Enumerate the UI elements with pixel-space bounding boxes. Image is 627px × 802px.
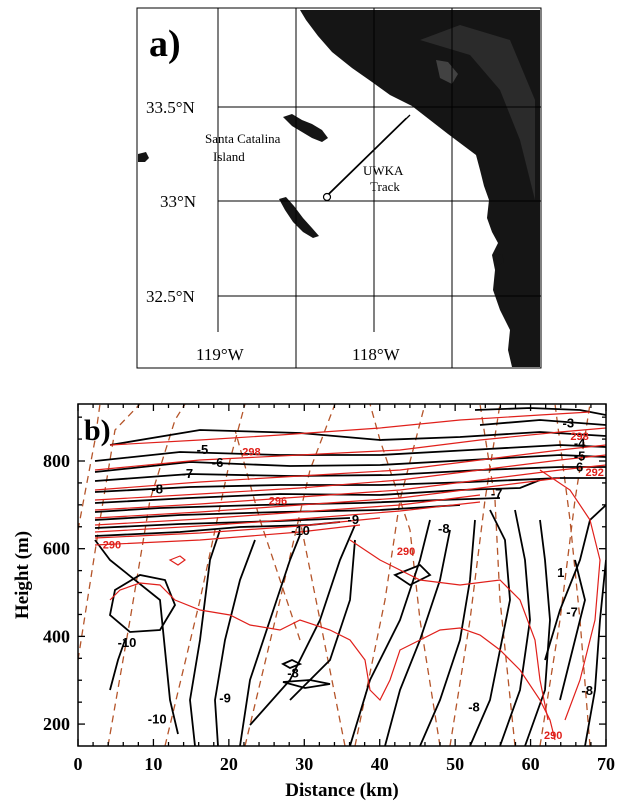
x-tick-label: 10	[144, 754, 162, 774]
black-contour-label: -10	[118, 635, 137, 650]
black-contour-labels: -3-4-56-5-6-7-8 -7-9-10 -81-7-10-8-9-8-8-1…	[118, 416, 593, 727]
black-contour-label: -10	[148, 712, 167, 727]
track-label-line1: UWKA	[363, 163, 404, 178]
red-contour-label: 298	[570, 431, 588, 443]
x-tick-label: 30	[295, 754, 313, 774]
potential-temperature-contours	[94, 411, 606, 741]
y-tick-label: 800	[43, 451, 70, 471]
temperature-contours	[94, 407, 606, 746]
black-contour-label: -7	[491, 486, 503, 501]
lat-label-32-5: 32.5°N	[146, 287, 195, 306]
track-label-line2: Track	[370, 179, 400, 194]
black-contour-label: 1	[557, 565, 564, 580]
santa-catalina-island	[283, 114, 328, 142]
red-contour-label: 290	[544, 730, 562, 742]
lon-label-118: 118°W	[352, 345, 401, 364]
red-contour-labels: 298 298 292 296 290 290 290	[103, 431, 604, 742]
island-label-line2: Island	[213, 149, 245, 164]
red-contour-label: 290	[397, 546, 415, 558]
red-contour-label: 292	[586, 467, 604, 479]
island-label-line1: Santa Catalina	[205, 131, 281, 146]
panel-a-map: a) 33.5°N 33°N 32.5°N 119°W 118°W Santa …	[136, 7, 542, 369]
uwka-track-line-2	[327, 117, 407, 195]
red-contour-label: 290	[103, 539, 121, 551]
black-contour-label: -6	[212, 455, 224, 470]
lon-label-119: 119°W	[196, 345, 245, 364]
black-contour-label: -7	[566, 604, 578, 619]
black-contour-label: -8	[151, 482, 163, 497]
red-contour-label: 298	[242, 446, 260, 458]
west-island	[138, 152, 149, 162]
panel-b-label: b)	[84, 414, 111, 447]
uwka-track-start-marker	[322, 192, 332, 202]
y-tick-label: 200	[43, 714, 70, 734]
x-tick-label: 70	[597, 754, 615, 774]
san-clemente-island	[279, 197, 319, 238]
black-contour-label: -8	[438, 521, 450, 536]
black-contour-label: -3	[563, 416, 575, 431]
lat-label-33: 33°N	[160, 192, 196, 211]
inland-terrain	[420, 25, 535, 200]
black-contour-label: -9	[348, 512, 360, 527]
black-contour-label: -10	[291, 523, 310, 538]
black-contour-label: -8	[468, 699, 480, 714]
land-mass	[300, 10, 540, 367]
x-tick-label: 0	[74, 754, 83, 774]
lat-label-33-5: 33.5°N	[146, 98, 195, 117]
plot-frame	[77, 403, 607, 747]
panel-a-label: a)	[149, 23, 181, 65]
x-tick-label: 20	[220, 754, 238, 774]
axis-ticks	[77, 404, 607, 746]
x-axis-title: Distance (km)	[285, 780, 398, 801]
x-tick-label: 40	[371, 754, 389, 774]
y-tick-label: 600	[43, 539, 70, 559]
graticule	[217, 8, 541, 368]
coastal-islet	[494, 254, 504, 266]
black-contour-label: -5	[197, 442, 209, 457]
black-contour-label: 6	[576, 460, 583, 475]
black-contour-label: -8	[287, 666, 299, 681]
black-contour-label: -7	[182, 466, 194, 481]
y-tick-label: 400	[43, 626, 70, 646]
red-contour-label: 296	[269, 495, 287, 507]
black-contour-label: -4	[574, 435, 586, 450]
black-contour-label: -8	[581, 683, 593, 698]
x-tick-label: 50	[446, 754, 464, 774]
x-tick-label: 60	[522, 754, 540, 774]
black-contour-label: -9	[219, 691, 231, 706]
x-tick-labels: 0 10 20 30 40 50 60 70	[74, 754, 616, 774]
black-contour-label: -5	[574, 449, 586, 464]
y-axis-title: Height (m)	[12, 531, 33, 619]
uwka-track-line	[325, 114, 411, 198]
flight-legs	[78, 404, 591, 746]
y-tick-labels: 200 400 600 800	[43, 451, 70, 734]
